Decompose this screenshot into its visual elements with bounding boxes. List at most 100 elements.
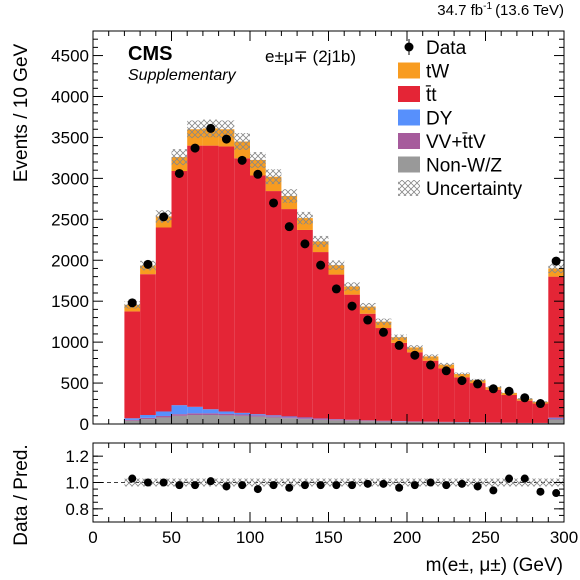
bar-t-t xyxy=(265,191,282,416)
uncertainty-band xyxy=(218,120,235,139)
data-point xyxy=(221,134,231,144)
bar-non-w-z xyxy=(281,418,298,424)
bar-t-t xyxy=(140,274,156,415)
y-tick-label: 4000 xyxy=(51,88,89,107)
data-point xyxy=(284,222,294,232)
legend-label: Data xyxy=(426,38,467,59)
bar-t-t xyxy=(548,276,564,418)
data-point xyxy=(174,168,184,178)
bar-tw xyxy=(391,337,407,343)
bar-t-t xyxy=(516,400,533,423)
y-tick-label: 2500 xyxy=(51,210,89,229)
bar-dy xyxy=(155,411,172,416)
x-tick-label: 150 xyxy=(314,528,342,547)
data-point xyxy=(237,155,247,165)
uncertainty-band xyxy=(548,263,564,274)
stacked-bars-layer xyxy=(124,128,564,424)
x-tick-label: 0 xyxy=(88,528,97,547)
y-tick-label: 3500 xyxy=(51,128,89,147)
ratio-y-axis-title: Data / Pred. xyxy=(11,444,32,545)
bar-vv-t-tv xyxy=(548,418,564,420)
data-point xyxy=(190,143,200,153)
legend-label: Uncertainty xyxy=(426,179,523,200)
bar-dy xyxy=(250,414,266,416)
ratio-point xyxy=(300,481,309,490)
legend-uncertainty-swatch xyxy=(398,180,420,196)
uncertainty-band xyxy=(344,282,360,291)
uncertainty-band xyxy=(438,362,455,367)
ratio-point xyxy=(332,481,341,490)
y-tick-label: 2000 xyxy=(51,251,89,270)
uncertainty-band xyxy=(171,149,188,166)
ratio-point xyxy=(238,481,247,490)
uncertainty-band xyxy=(187,120,203,139)
uncertainty-band xyxy=(407,345,423,350)
legend-swatch xyxy=(398,109,420,126)
legend-swatch xyxy=(398,62,420,79)
x-tick-label: 300 xyxy=(550,528,578,547)
y-tick-label: 1500 xyxy=(51,292,89,311)
uncertainty-band xyxy=(234,133,250,151)
data-point xyxy=(316,260,326,270)
bar-dy xyxy=(548,417,564,419)
bar-t-t xyxy=(187,145,203,407)
ratio-point xyxy=(128,474,137,483)
axes-layer: 0 50 100 150 200 250 3000500100015002000250030… xyxy=(51,30,578,547)
ratio-layer xyxy=(93,474,564,498)
bar-non-w-z xyxy=(375,421,392,424)
ratio-point xyxy=(363,479,372,488)
ratio-point xyxy=(505,474,514,483)
bar-vv-t-tv xyxy=(171,414,188,416)
data-point xyxy=(347,301,357,311)
lumi-label: 34.7 fb-1 (13.6 TeV) xyxy=(437,1,564,19)
uncertainty-band xyxy=(265,169,282,185)
y-tick-label: 4500 xyxy=(51,47,89,66)
bar-non-w-z xyxy=(140,419,156,424)
bar-vv-t-tv xyxy=(344,420,360,421)
bar-non-w-z xyxy=(485,422,502,424)
data-point xyxy=(410,350,420,360)
bar-t-t xyxy=(469,383,486,423)
legend-swatch xyxy=(398,86,420,102)
bar-t-t xyxy=(407,352,423,422)
supplementary-label: Supplementary xyxy=(128,67,237,84)
data-point xyxy=(300,239,310,249)
bar-t-t xyxy=(344,294,360,420)
bar-non-w-z xyxy=(548,419,564,424)
y-tick-label: 0 xyxy=(80,415,89,434)
bar-t-t xyxy=(171,171,188,406)
bar-dy xyxy=(234,412,250,415)
ratio-point xyxy=(536,487,545,496)
bar-vv-t-tv xyxy=(202,413,219,415)
bar-non-w-z xyxy=(344,420,360,424)
bar-t-t xyxy=(124,311,141,419)
ratio-y-tick-label: 1.0 xyxy=(65,474,89,493)
bar-non-w-z xyxy=(202,414,219,424)
bar-vv-t-tv xyxy=(312,419,329,420)
x-tick-label: 100 xyxy=(236,528,264,547)
bar-vv-t-tv xyxy=(234,414,250,416)
bar-tw xyxy=(375,321,392,329)
bar-non-w-z xyxy=(359,421,376,424)
bar-non-w-z xyxy=(124,420,141,424)
data-point xyxy=(331,284,341,294)
data-point xyxy=(504,386,514,396)
legend-label: Non-W/Z xyxy=(426,156,502,177)
bar-dy xyxy=(124,418,141,420)
data-point xyxy=(159,212,169,222)
data-point xyxy=(269,198,279,208)
data-point xyxy=(363,315,373,325)
ratio-y-tick-label: 0.8 xyxy=(65,500,89,519)
ratio-uncertainty-band xyxy=(281,478,298,487)
ratio-uncertainty-band xyxy=(532,478,549,487)
bar-vv-t-tv xyxy=(124,419,141,421)
bar-non-w-z xyxy=(328,420,345,424)
bar-vv-t-tv xyxy=(359,420,376,422)
ratio-point xyxy=(269,481,278,490)
bar-dy xyxy=(202,409,219,414)
bar-vv-t-tv xyxy=(218,413,235,416)
ratio-point xyxy=(379,479,388,488)
data-point xyxy=(206,123,216,133)
bar-t-t xyxy=(250,175,266,415)
bar-t-t xyxy=(532,403,549,423)
